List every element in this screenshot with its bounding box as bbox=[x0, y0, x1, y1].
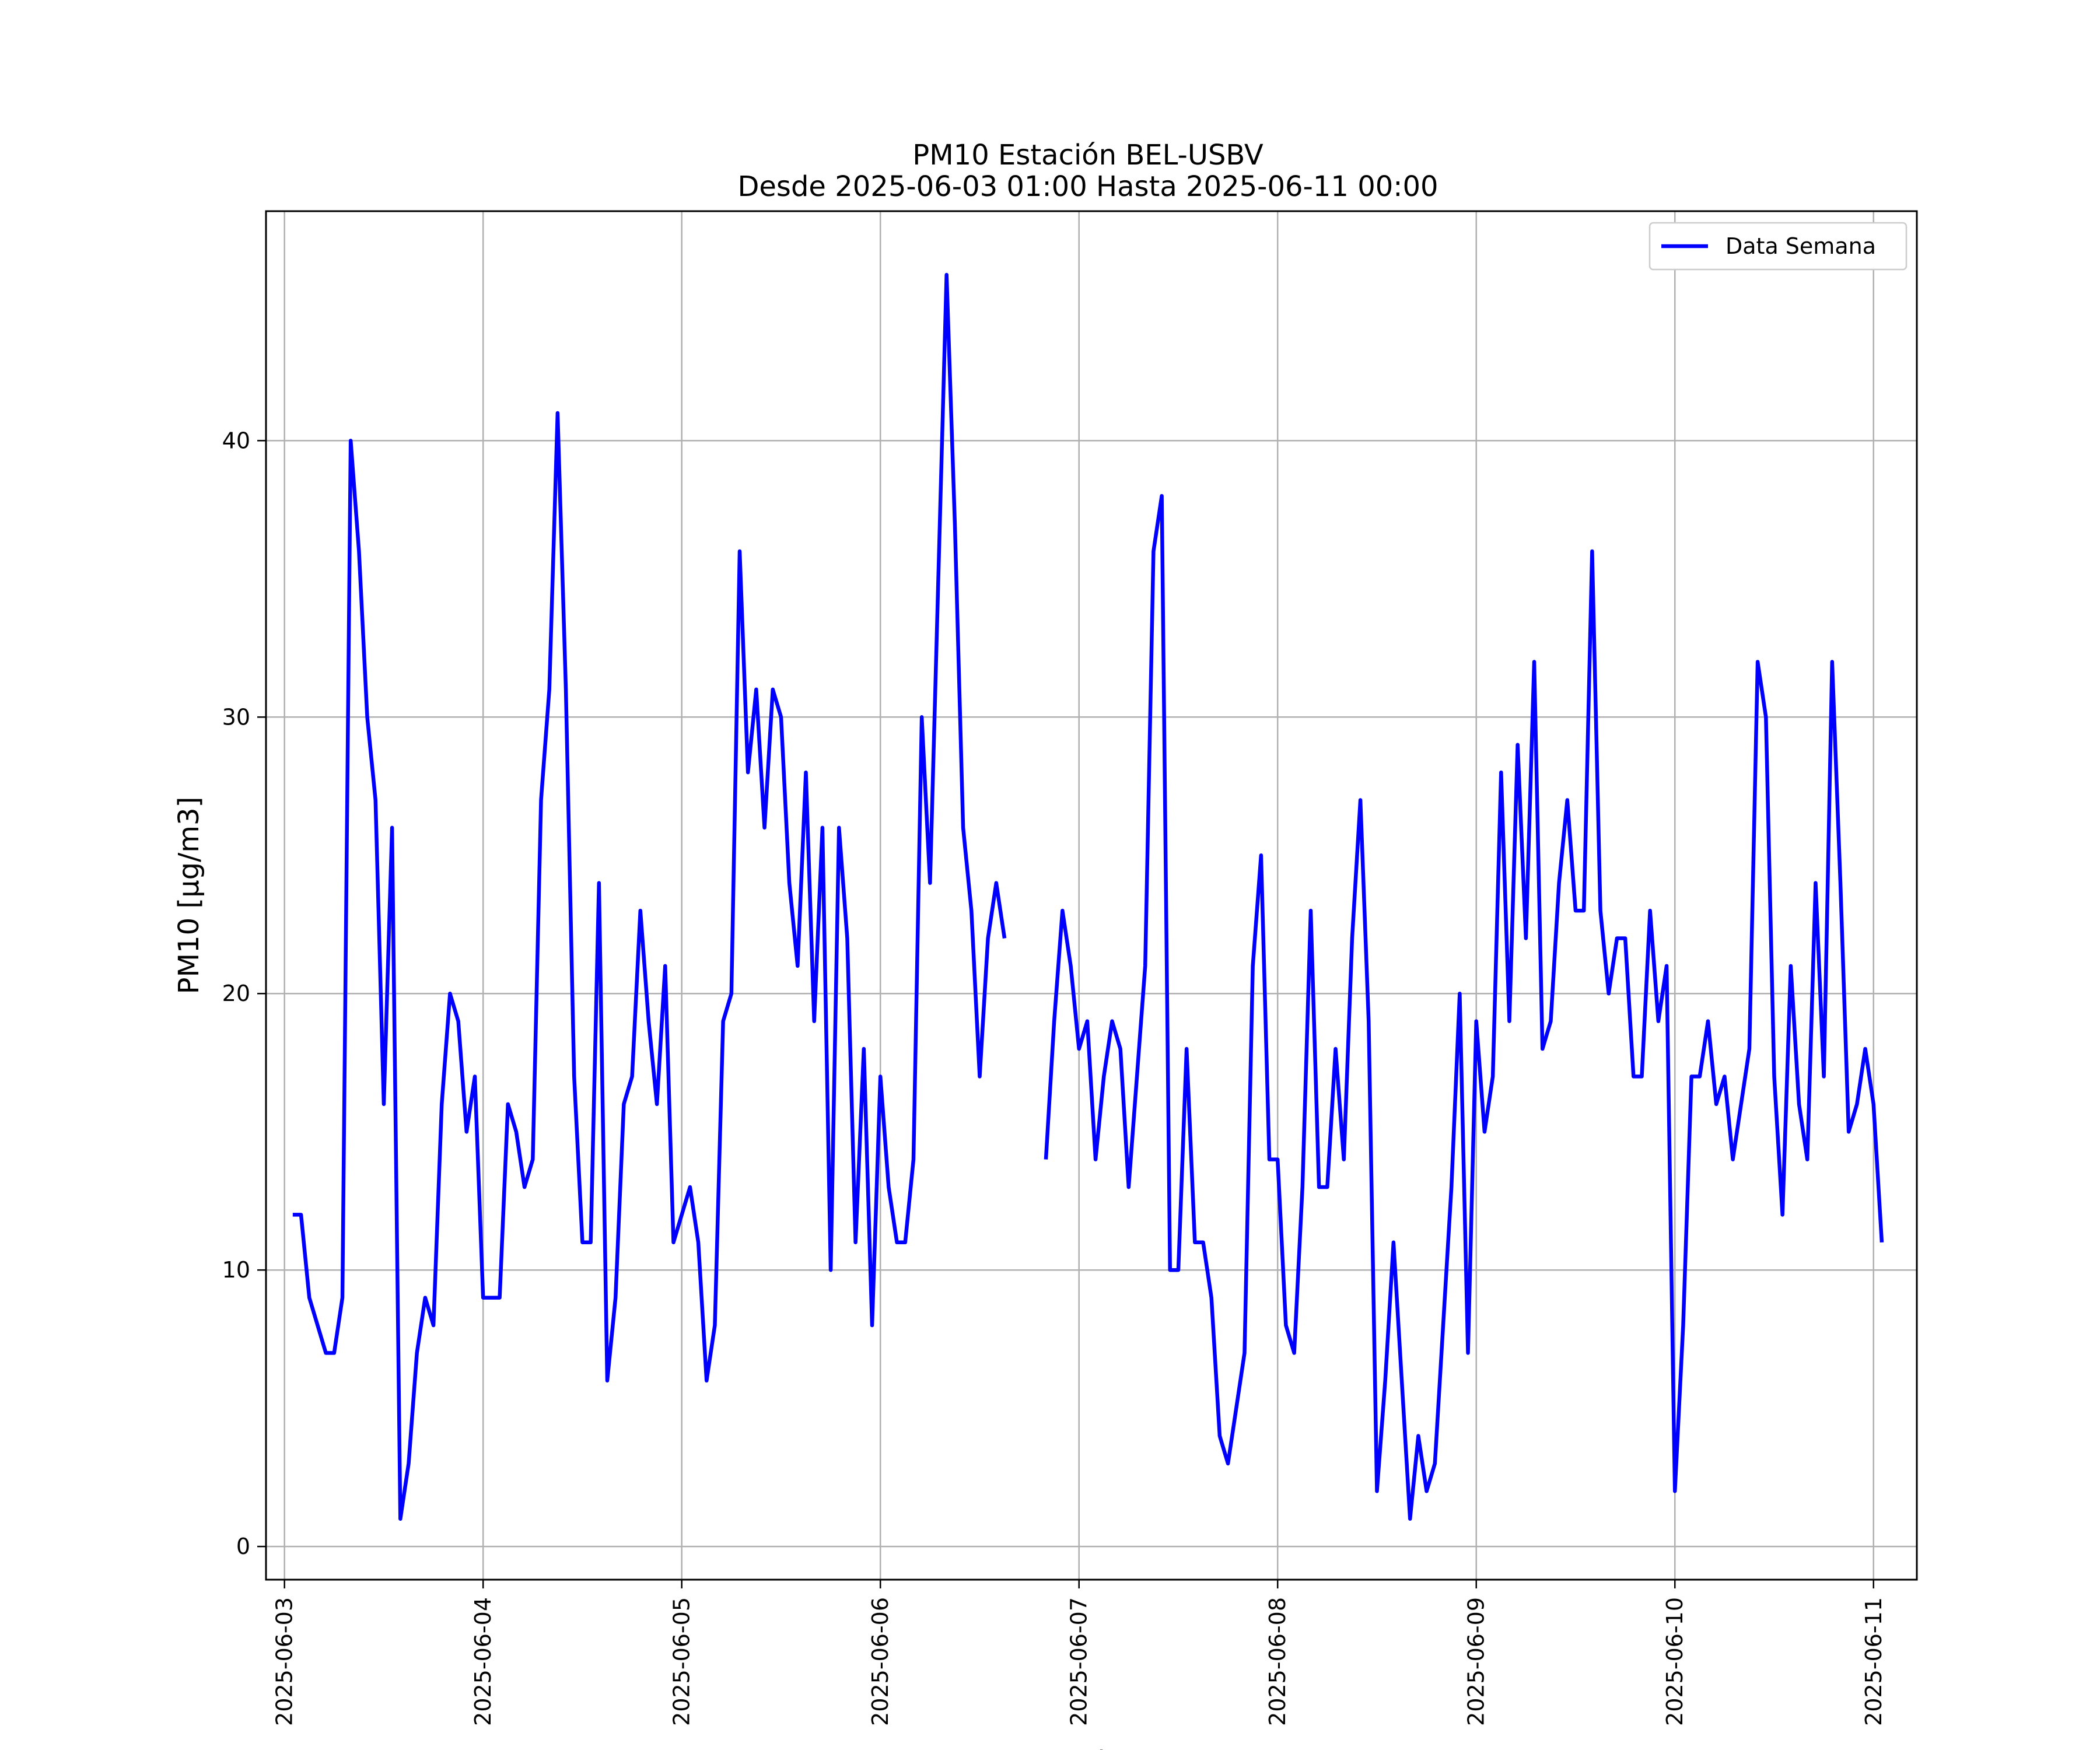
chart-subtitle: Desde 2025-06-03 01:00 Hasta 2025-06-11 … bbox=[737, 170, 1438, 203]
x-tick-label: 2025-06-05 bbox=[669, 1597, 695, 1726]
chart-title: PM10 Estación BEL-USBV bbox=[912, 139, 1264, 172]
x-axis-label: Fecha bbox=[1051, 1745, 1133, 1750]
legend: Data Semana bbox=[1648, 222, 1908, 271]
y-tick-label: 40 bbox=[222, 428, 250, 453]
y-tick-labels: 0 10 20 30 40 bbox=[222, 428, 250, 1559]
x-tick-label: 2025-06-08 bbox=[1265, 1597, 1290, 1726]
tick-layer bbox=[257, 440, 1875, 1588]
x-tick-label: 2025-06-10 bbox=[1662, 1597, 1688, 1726]
x-tick-label: 2025-06-03 bbox=[272, 1597, 298, 1726]
legend-box bbox=[1648, 222, 1908, 271]
plot-frame bbox=[265, 210, 1918, 1581]
series-line-data-semana bbox=[292, 272, 1884, 1521]
series-layer bbox=[292, 272, 1884, 1521]
y-tick-label: 0 bbox=[236, 1534, 250, 1559]
x-tick-label: 2025-06-04 bbox=[470, 1597, 496, 1726]
x-tick-label: 2025-06-09 bbox=[1464, 1597, 1489, 1726]
legend-label: Data Semana bbox=[1726, 233, 1876, 259]
y-axis-label: PM10 [µg/m3] bbox=[173, 797, 205, 995]
x-tick-label: 2025-06-11 bbox=[1861, 1597, 1887, 1726]
x-tick-label: 2025-06-07 bbox=[1066, 1597, 1092, 1726]
y-tick-label: 10 bbox=[222, 1257, 250, 1283]
x-tick-label: 2025-06-06 bbox=[867, 1597, 893, 1726]
y-tick-label: 30 bbox=[222, 704, 250, 730]
y-tick-label: 20 bbox=[222, 981, 250, 1006]
grid-layer bbox=[266, 211, 1917, 1580]
x-tick-labels: 2025-06-03 2025-06-04 2025-06-05 2025-06-06… bbox=[272, 1597, 1887, 1726]
